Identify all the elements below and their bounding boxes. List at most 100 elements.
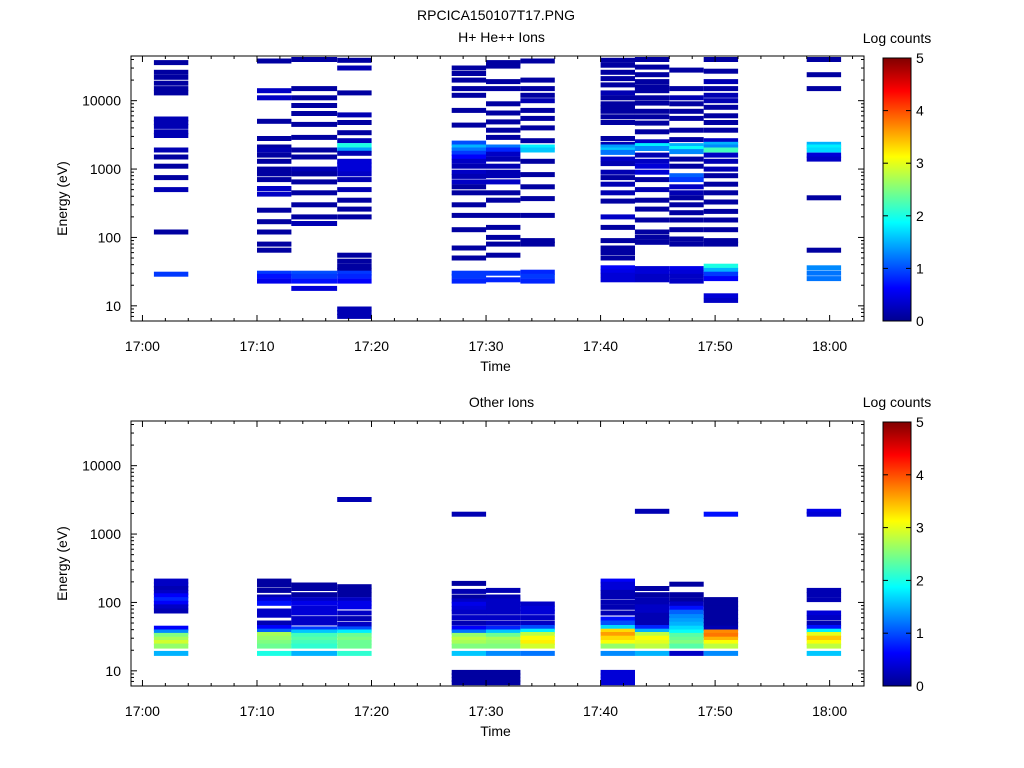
heatmap-cell	[806, 152, 842, 158]
heatmap-cell	[451, 169, 487, 175]
heatmap-cell	[520, 643, 555, 649]
heatmap-cell	[257, 241, 292, 247]
heatmap-cell	[669, 266, 704, 272]
heatmap-cell	[337, 310, 372, 315]
heatmap-cell	[153, 271, 189, 277]
heatmap-cell	[600, 69, 635, 75]
heatmap-cell	[703, 92, 739, 98]
heatmap-cell	[451, 676, 487, 682]
heatmap-cell	[257, 594, 292, 600]
heatmap-cell	[669, 86, 704, 92]
heatmap-cell	[634, 269, 670, 275]
colorbar-tick-label: 1	[916, 260, 924, 276]
heatmap-cell	[486, 63, 521, 69]
heatmap-cell	[669, 67, 704, 73]
heatmap-cell	[451, 636, 487, 642]
heatmap-cell	[634, 72, 670, 78]
heatmap-cell	[486, 241, 521, 247]
heatmap-cell	[257, 118, 292, 124]
y-axis-label: Energy (eV)	[54, 161, 70, 236]
heatmap-cell	[257, 582, 292, 588]
heatmap-cell	[703, 141, 739, 147]
heatmap-cell	[337, 497, 372, 502]
x-tick-label: 17:50	[698, 338, 733, 354]
heatmap-cell	[600, 620, 635, 626]
heatmap-cell	[669, 614, 704, 620]
heatmap-cell	[703, 147, 739, 153]
heatmap-cell	[486, 650, 521, 656]
heatmap-cell	[669, 629, 704, 635]
heatmap-cell	[257, 152, 292, 158]
heatmap-cell	[486, 144, 521, 150]
heatmap-cell	[486, 673, 521, 679]
heatmap-cell	[337, 120, 372, 125]
heatmap-cell	[451, 629, 487, 635]
heatmap-cell	[257, 650, 292, 656]
colorbar-scale	[882, 421, 912, 687]
heatmap-cell	[486, 212, 521, 218]
heatmap-cell	[337, 150, 372, 156]
x-tick-label: 18:00	[812, 703, 847, 719]
heatmap-cell	[600, 169, 635, 175]
heatmap-cell	[153, 123, 189, 129]
x-tick-label: 17:50	[698, 703, 733, 719]
heatmap-cell	[486, 134, 521, 140]
heatmap-cell	[337, 267, 372, 273]
heatmap-cell	[257, 147, 292, 153]
heatmap-cell	[337, 600, 372, 606]
panel-title: Other Ions	[469, 394, 534, 410]
heatmap-cell	[634, 177, 670, 183]
heatmap-cell	[634, 143, 670, 149]
heatmap-cell	[634, 628, 670, 634]
heatmap-cell	[291, 616, 338, 622]
heatmap-cell	[486, 156, 521, 162]
heatmap-cell	[634, 229, 670, 235]
x-tick-label: 17:00	[125, 338, 160, 354]
heatmap-cell	[520, 632, 555, 637]
heatmap-cell	[520, 125, 555, 131]
heatmap-cell	[257, 171, 292, 177]
heatmap-cell	[600, 635, 635, 641]
heatmap-cell	[600, 144, 635, 150]
heatmap-cell	[291, 610, 338, 616]
heatmap-cell	[634, 100, 670, 106]
heatmap-cell	[703, 267, 739, 273]
heatmap-cell	[703, 199, 739, 205]
x-tick-label: 17:20	[354, 338, 389, 354]
heatmap-cell	[520, 77, 555, 83]
heatmap-cell	[291, 166, 338, 172]
heatmap-cell	[600, 156, 635, 162]
heatmap-cell	[291, 636, 338, 642]
heatmap-cell	[337, 143, 372, 149]
heatmap-cell	[153, 597, 189, 603]
heatmap-cell	[337, 650, 372, 656]
heatmap-cell	[520, 147, 555, 153]
colorbar-scale	[882, 57, 912, 322]
panel-h-he-ions: H+ He++ Ions 17:00 17:10 17:20 17:30 17:40 17:…	[54, 29, 931, 374]
heatmap-cell	[291, 190, 338, 196]
heatmap-cell	[337, 640, 372, 645]
heatmap-cell	[257, 635, 292, 641]
heatmap-cell	[486, 224, 521, 230]
heatmap-cell	[634, 197, 670, 203]
heatmap-cell	[291, 95, 338, 101]
heatmap-cell	[153, 650, 189, 656]
colorbar-tick-label: 5	[916, 50, 924, 66]
heatmap-cell	[806, 195, 842, 201]
heatmap-cell	[669, 217, 704, 223]
heatmap-cell	[291, 605, 338, 611]
heatmap-cell	[291, 103, 338, 108]
heatmap-cell	[703, 144, 739, 150]
heatmap-cell	[600, 616, 635, 622]
heatmap-cell	[153, 636, 189, 642]
heatmap-cell	[337, 65, 372, 71]
heatmap-cell	[451, 154, 487, 160]
heatmap-cell	[451, 140, 487, 146]
heatmap-cell	[451, 122, 487, 128]
heatmap-cell	[337, 147, 372, 153]
heatmap-cell	[153, 600, 189, 606]
heatmap-cell	[257, 612, 292, 618]
heatmap-cell	[634, 604, 670, 610]
heatmap-cell	[451, 605, 487, 611]
